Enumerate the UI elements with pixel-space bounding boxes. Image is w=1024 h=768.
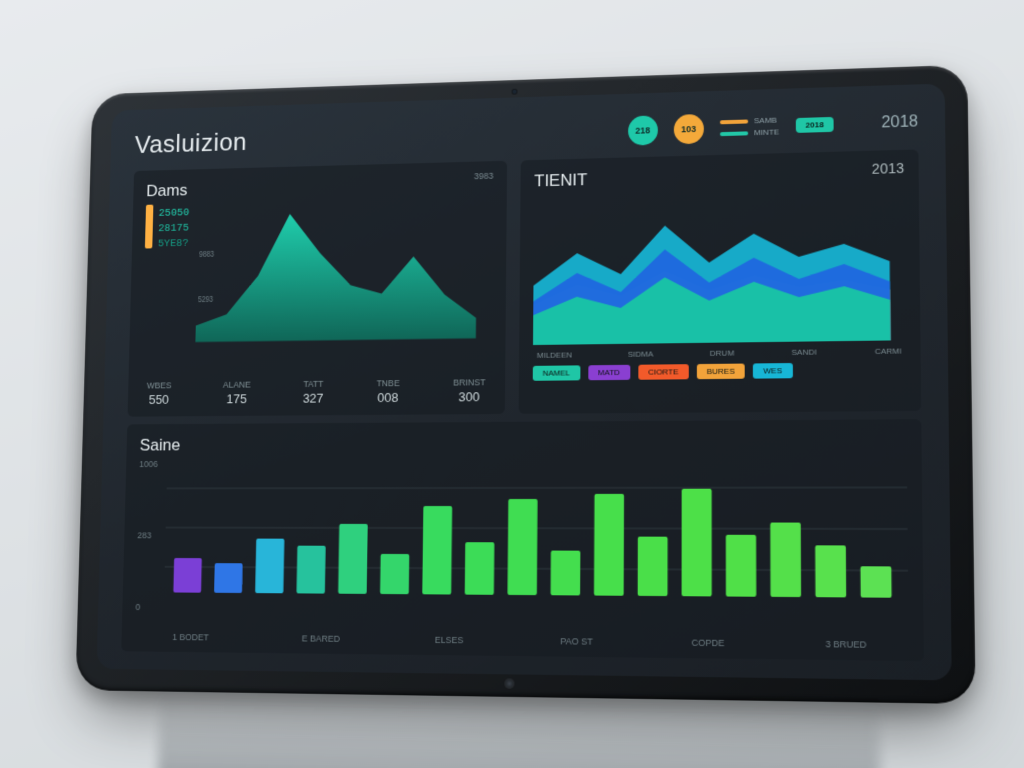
- tienit-pills: NAMEL MATD CIORTE BURES WES: [533, 362, 906, 381]
- filter-pill[interactable]: WES: [753, 363, 792, 379]
- x-tick: E BARED: [302, 633, 340, 643]
- legend-label: SANDI: [792, 348, 817, 357]
- x-tick: 3 BRUED: [825, 639, 866, 650]
- tienit-chart: [533, 190, 906, 347]
- x-tick: 1 BODET: [172, 632, 209, 642]
- page-title: Vasluizion: [134, 127, 247, 160]
- dams-footer: WBES550 ALANE175 TATT327 TNBE008 BRINST300: [141, 378, 492, 408]
- y-tick: 283: [137, 531, 156, 541]
- footer-metric: BRINST300: [453, 378, 486, 405]
- card-dams: Dams 3983 25050281755YE8? 98835293 WBES5…: [128, 161, 508, 417]
- camera-dot: [512, 89, 518, 95]
- legend-label-2: MINTE: [754, 127, 779, 137]
- header-legend: SAMB MINTE: [720, 116, 780, 139]
- footer-metric: ALANE175: [223, 380, 251, 407]
- legend-bar-2: [720, 131, 748, 136]
- legend-label-1: SAMB: [754, 116, 777, 126]
- saine-chart: [164, 457, 908, 603]
- filter-pill[interactable]: CIORTE: [638, 364, 689, 380]
- stat-value: 28175: [158, 223, 189, 237]
- chart-grid: Dams 3983 25050281755YE8? 98835293 WBES5…: [121, 149, 924, 661]
- saine-y-axis: 1006 283 0: [135, 460, 158, 630]
- dams-chart: 9883 5293: [195, 196, 493, 347]
- status-dot-1[interactable]: 218: [628, 115, 658, 145]
- card-tienit-corner: 2013: [872, 160, 904, 177]
- stat-value: 5YE8?: [158, 238, 189, 252]
- filter-pill[interactable]: BURES: [697, 364, 745, 380]
- tienit-legend: MILDEEN SIDMA DRUM SANDI CARMI: [533, 346, 906, 360]
- svg-text:9883: 9883: [199, 250, 215, 260]
- mini-bar-icon: [145, 205, 154, 249]
- stat-value: 25050: [158, 208, 189, 222]
- filter-pill[interactable]: MATD: [588, 365, 630, 380]
- stat-block: 25050281755YE8?: [158, 208, 190, 252]
- tablet-frame: Vasluizion 218 103 SAMB MINTE 2018 2018 …: [75, 65, 975, 704]
- header-year: 2018: [881, 113, 918, 132]
- home-button[interactable]: [504, 678, 514, 688]
- footer-metric: TNBE008: [376, 379, 400, 406]
- x-tick: ELSES: [435, 635, 464, 645]
- card-dams-corner: 3983: [474, 171, 494, 181]
- x-tick: PAO ST: [560, 636, 593, 647]
- reflection: [157, 691, 880, 768]
- x-tick: COPDE: [692, 638, 725, 649]
- svg-text:5293: 5293: [198, 295, 214, 305]
- footer-metric: WBES550: [146, 381, 171, 407]
- filter-pill[interactable]: NAMEL: [533, 365, 580, 380]
- y-tick: 1006: [139, 460, 158, 470]
- dashboard-screen: Vasluizion 218 103 SAMB MINTE 2018 2018 …: [96, 83, 951, 680]
- card-tienit-title: TIENIT: [534, 162, 904, 191]
- legend-label: SIDMA: [628, 350, 653, 359]
- legend-label: DRUM: [710, 349, 734, 358]
- header-pill[interactable]: 2018: [795, 117, 834, 133]
- status-dot-2[interactable]: 103: [674, 113, 704, 143]
- card-tienit: TIENIT 2013 MILDEEN SIDMA DRUM SANDI CARMI N…: [519, 149, 922, 414]
- legend-bar-1: [720, 119, 748, 124]
- card-saine-title: Saine: [139, 432, 906, 456]
- legend-label: CARMI: [875, 346, 902, 356]
- header-controls: 218 103 SAMB MINTE 2018 2018: [628, 107, 918, 145]
- legend-label: MILDEEN: [537, 350, 572, 359]
- y-tick: 0: [135, 602, 154, 612]
- footer-metric: TATT327: [303, 379, 324, 406]
- card-saine: Saine 1006 283 0 1 BODET E BARED ELSES PAO ST…: [121, 420, 924, 661]
